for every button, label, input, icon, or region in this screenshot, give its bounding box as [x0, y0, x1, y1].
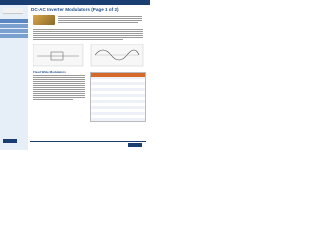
menu-item[interactable]	[0, 34, 28, 38]
page-title: DC-AC Inverter Modulators (Page 1 of 2)	[31, 7, 119, 12]
logo	[3, 8, 23, 14]
section-heading: Fixed Wide Modulators	[33, 70, 66, 74]
menu-item[interactable]	[0, 19, 28, 23]
top-bar	[0, 0, 150, 5]
footer-logo	[128, 143, 142, 147]
figure-left	[33, 44, 84, 67]
menu-item[interactable]	[0, 29, 28, 33]
figures	[33, 44, 144, 67]
spec-table	[90, 72, 146, 122]
figure-box	[50, 51, 64, 61]
sidebar	[0, 5, 28, 150]
menu-item[interactable]	[0, 24, 28, 28]
sidebar-logo	[3, 139, 17, 143]
sine-wave	[94, 49, 140, 61]
product-image	[33, 15, 55, 25]
footer-rule	[30, 141, 146, 142]
page: {"header": {"title": "DC-AC Inverter Mod…	[0, 0, 150, 150]
table-header	[91, 73, 145, 77]
